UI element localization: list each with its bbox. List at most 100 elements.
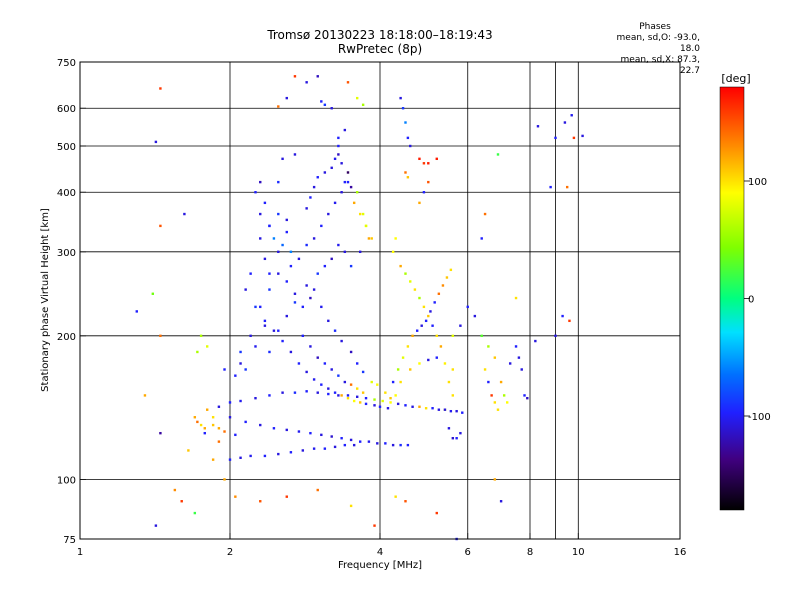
- data-point: [337, 243, 340, 247]
- data-point: [337, 374, 340, 377]
- data-point: [427, 314, 430, 318]
- data-point: [399, 443, 402, 447]
- data-point: [361, 370, 365, 374]
- data-point: [346, 171, 350, 174]
- data-point: [285, 218, 288, 222]
- data-point: [349, 383, 353, 386]
- x-tick-label: 6: [465, 547, 471, 558]
- data-point: [445, 276, 449, 279]
- colorbar-tick-label: -100: [748, 412, 771, 423]
- data-point: [451, 394, 455, 397]
- y-tick-label: 200: [57, 332, 76, 343]
- data-point: [367, 237, 371, 240]
- data-point: [429, 310, 432, 313]
- x-axis-ticks: 1 2 4 6 8 10 16: [77, 533, 686, 558]
- data-point: [277, 329, 280, 332]
- data-point: [323, 447, 327, 450]
- phase-stats: Phases mean, sd,O: -93.0, 18.0 mean, sd,…: [600, 22, 700, 77]
- data-point: [337, 394, 340, 397]
- data-point: [285, 495, 288, 498]
- data-point: [340, 191, 343, 194]
- data-point: [355, 395, 359, 398]
- data-point: [394, 495, 397, 498]
- data-point: [263, 324, 267, 327]
- data-point: [312, 237, 316, 240]
- data-point: [396, 402, 400, 406]
- data-point: [449, 409, 453, 413]
- x-tick-label: 4: [377, 547, 383, 558]
- stats-heading: Phases: [639, 22, 671, 32]
- data-point: [305, 390, 308, 393]
- data-point: [435, 334, 438, 338]
- data-point: [349, 438, 353, 442]
- x-tick-label: 2: [227, 547, 233, 558]
- y-tick-label: 750: [57, 58, 76, 69]
- data-point: [297, 257, 301, 261]
- data-point: [520, 368, 523, 371]
- data-point: [330, 166, 333, 170]
- data-point: [364, 396, 368, 400]
- data-point: [289, 451, 293, 454]
- data-point: [312, 447, 316, 450]
- data-point: [431, 324, 434, 327]
- data-point: [431, 407, 434, 410]
- data-point: [424, 407, 428, 410]
- data-point: [297, 430, 301, 433]
- data-point: [409, 280, 412, 283]
- data-point: [320, 100, 323, 103]
- data-point: [263, 454, 267, 458]
- data-point: [263, 257, 267, 261]
- y-tick-label: 100: [57, 475, 76, 486]
- data-point: [447, 427, 451, 430]
- data-point: [572, 136, 576, 140]
- data-point: [352, 201, 356, 205]
- data-point: [259, 212, 262, 216]
- data-point: [234, 495, 237, 498]
- data-point: [386, 407, 390, 410]
- data-point: [355, 96, 359, 100]
- x-tick-label: 1: [77, 547, 83, 558]
- data-point: [581, 134, 584, 138]
- data-point: [346, 180, 350, 184]
- data-point: [249, 334, 252, 338]
- data-point: [404, 272, 407, 275]
- x-tick-label: 10: [572, 547, 585, 558]
- data-point: [320, 383, 323, 386]
- data-point: [411, 334, 414, 338]
- data-point: [281, 339, 284, 343]
- data-point: [323, 103, 327, 107]
- colorbar-ticks: 100 0 -100: [744, 177, 771, 423]
- data-point: [309, 296, 312, 300]
- data-point: [203, 431, 206, 435]
- data-point: [272, 237, 276, 240]
- data-point: [487, 380, 490, 384]
- data-point: [277, 180, 280, 184]
- data-point: [401, 107, 405, 110]
- data-point: [391, 443, 395, 447]
- data-point: [367, 440, 371, 443]
- data-point: [420, 324, 423, 327]
- data-point: [249, 454, 252, 458]
- data-point: [249, 272, 252, 275]
- data-point: [277, 452, 280, 456]
- data-point: [349, 264, 353, 268]
- colorbar-tick-label: 100: [748, 177, 767, 188]
- data-point: [281, 243, 284, 247]
- data-point: [346, 394, 350, 397]
- data-point: [244, 420, 247, 424]
- data-point: [401, 356, 405, 359]
- data-point: [411, 405, 414, 408]
- data-point: [343, 128, 347, 132]
- data-point: [254, 396, 257, 400]
- data-point: [373, 398, 376, 401]
- data-point: [305, 243, 308, 247]
- data-point: [187, 449, 190, 452]
- data-point: [143, 394, 147, 397]
- data-point: [570, 114, 573, 117]
- data-point: [565, 185, 569, 189]
- data-point: [483, 368, 487, 371]
- data-point: [254, 305, 257, 309]
- data-point: [389, 401, 392, 404]
- data-point: [499, 500, 503, 503]
- data-point: [554, 136, 557, 140]
